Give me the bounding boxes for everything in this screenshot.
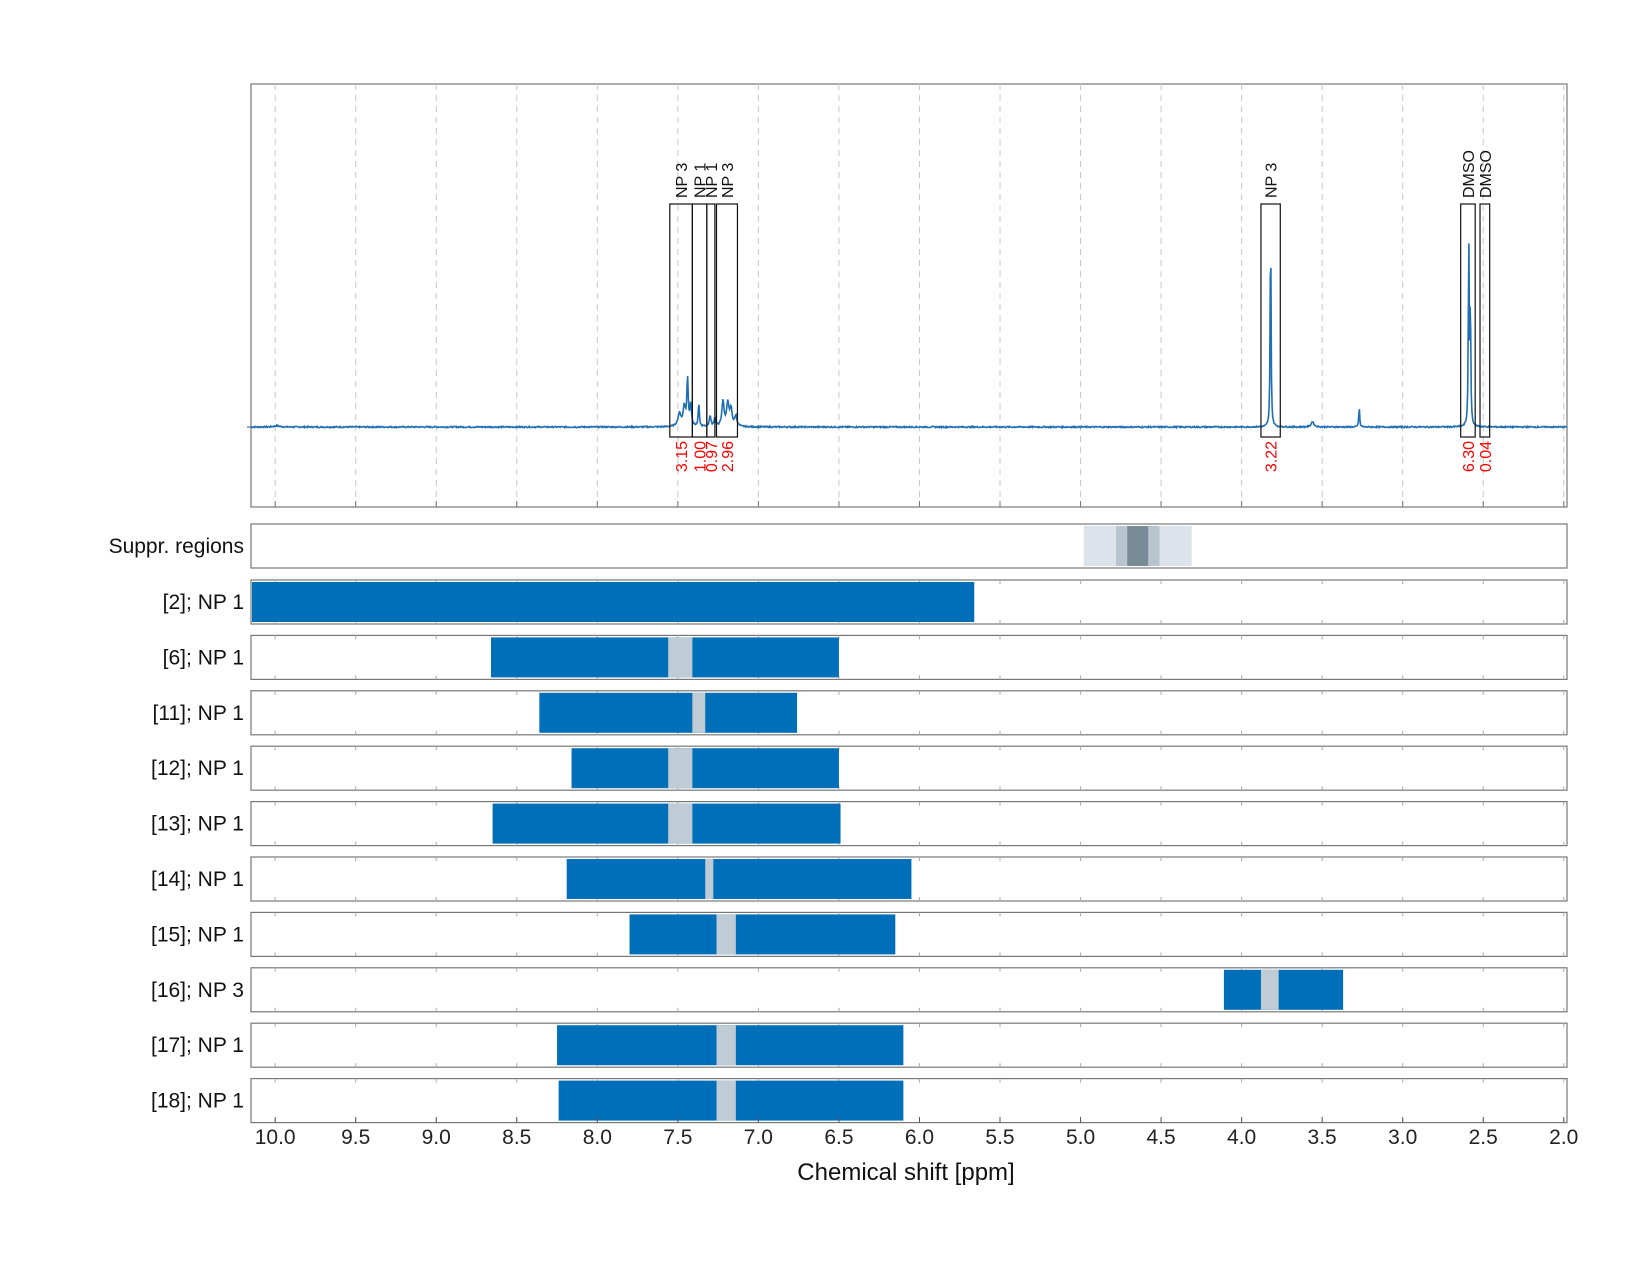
row-label: [12]; NP 1 <box>151 757 244 780</box>
x-axis: 10.0 9.5 9.0 8.5 8.0 7.5 7.0 6.5 6.0 5.5 5.0 4.5 4.0… <box>255 1117 1578 1149</box>
interval-bar <box>566 859 912 899</box>
interval-gap <box>668 748 693 789</box>
row-label: [6]; NP 1 <box>163 646 244 669</box>
interval-row: [14]; NP 1 <box>151 856 1568 902</box>
assignment-box <box>1479 203 1491 438</box>
row-label: [11]; NP 1 <box>153 702 244 725</box>
interval-row: [17]; NP 1 <box>151 1022 1568 1068</box>
row-label: [15]; NP 1 <box>151 923 244 946</box>
row-label: [14]; NP 1 <box>151 868 244 891</box>
interval-bar <box>539 692 798 733</box>
integral-label: 0.97 <box>704 441 721 472</box>
interval-gap <box>705 859 714 899</box>
assignment-label: NP 3 <box>674 163 691 198</box>
interval-row: [15]; NP 1 <box>151 911 1568 958</box>
assignment-box <box>715 203 739 438</box>
assignment-label: NP 1 <box>704 163 721 198</box>
interval-bar <box>571 748 839 789</box>
row-frame <box>250 1077 1568 1124</box>
row-label: [13]; NP 1 <box>151 813 244 836</box>
row-label: [2]; NP 1 <box>163 591 244 614</box>
suppression-band-core <box>1127 526 1149 566</box>
row-label: [18]; NP 1 <box>151 1090 244 1113</box>
interval-gap <box>668 803 693 844</box>
interval-gap <box>716 1080 736 1121</box>
interval-gap <box>716 914 736 955</box>
interval-row: [2]; NP 1 <box>163 579 1568 625</box>
row-frame <box>250 634 1568 681</box>
assignment-label: NP 3 <box>1264 163 1281 198</box>
x-tick-label: 10.0 <box>255 1126 296 1149</box>
assignment-box <box>1260 203 1281 438</box>
x-tick-label: 2.5 <box>1469 1126 1498 1149</box>
spectrum-frame <box>250 83 1568 508</box>
x-tick-label: 6.0 <box>905 1126 934 1149</box>
interval-rows-panel: [2]; NP 1 [6]; NP 1 [11]; NP 1 [12]; NP 1 [1… <box>151 579 1568 1124</box>
integral-label: 3.15 <box>674 441 691 472</box>
interval-row: [12]; NP 1 <box>151 745 1568 791</box>
interval-bar <box>492 803 841 844</box>
interval-bar <box>1223 969 1344 1010</box>
interval-bar <box>252 582 975 622</box>
suppression-panel: Suppr. regions <box>109 523 1568 569</box>
integral-label: 2.96 <box>720 441 737 472</box>
interval-row: [16]; NP 3 <box>151 967 1568 1013</box>
x-tick-label: 8.0 <box>583 1126 612 1149</box>
assignment-box <box>706 203 716 438</box>
x-tick-label: 4.5 <box>1146 1126 1175 1149</box>
row-frame <box>250 967 1568 1013</box>
x-tick-label: 9.5 <box>341 1126 370 1149</box>
interval-gap <box>668 637 693 678</box>
integral-label: 6.30 <box>1461 441 1478 472</box>
x-tick-label: 5.5 <box>985 1126 1014 1149</box>
x-tick-label: 8.5 <box>502 1126 531 1149</box>
interval-gap <box>692 692 706 733</box>
spectrum-line <box>250 243 1568 430</box>
integral-label: 1.00 <box>693 441 710 472</box>
assignment-label: NP 1 <box>693 163 710 198</box>
interval-bar <box>629 914 896 955</box>
row-frame <box>250 745 1568 791</box>
x-tick-label: 3.5 <box>1308 1126 1337 1149</box>
assignment-label: DMSO <box>1478 150 1495 198</box>
x-tick-label: 9.0 <box>422 1126 451 1149</box>
spectrum-panel: NP 3 3.15 NP 1 1.00 NP 1 0.97 NP 3 2.96 NP 3 3.22… <box>247 83 1568 508</box>
x-tick-label: 4.0 <box>1227 1126 1256 1149</box>
integral-label: 0.04 <box>1478 441 1495 472</box>
x-tick-label: 6.5 <box>824 1126 853 1149</box>
interval-row: [18]; NP 1 <box>151 1077 1568 1124</box>
x-tick-label: 7.0 <box>744 1126 773 1149</box>
assignment-label: DMSO <box>1461 150 1478 198</box>
assignment-label: NP 3 <box>720 163 737 198</box>
assignment-box <box>1460 203 1476 438</box>
suppression-label: Suppr. regions <box>109 535 244 558</box>
interval-row: [11]; NP 1 <box>153 690 1568 736</box>
row-frame <box>250 690 1568 736</box>
x-tick-label: 3.0 <box>1388 1126 1417 1149</box>
interval-gap <box>716 1025 736 1066</box>
row-label: [16]; NP 3 <box>151 979 244 1002</box>
interval-row: [13]; NP 1 <box>151 800 1568 847</box>
x-axis-title: Chemical shift [ppm] <box>797 1159 1014 1186</box>
interval-row: [6]; NP 1 <box>163 634 1568 681</box>
suppression-frame <box>250 523 1568 569</box>
row-frame <box>250 911 1568 958</box>
row-frame <box>250 800 1568 847</box>
row-frame <box>250 1022 1568 1068</box>
x-tick-label: 5.0 <box>1066 1126 1095 1149</box>
row-label: [17]; NP 1 <box>151 1034 244 1057</box>
interval-gap <box>1260 969 1279 1010</box>
interval-bar <box>491 637 839 678</box>
x-tick-label: 7.5 <box>663 1126 692 1149</box>
integral-label: 3.22 <box>1264 441 1281 472</box>
x-tick-label: 2.0 <box>1549 1126 1578 1149</box>
